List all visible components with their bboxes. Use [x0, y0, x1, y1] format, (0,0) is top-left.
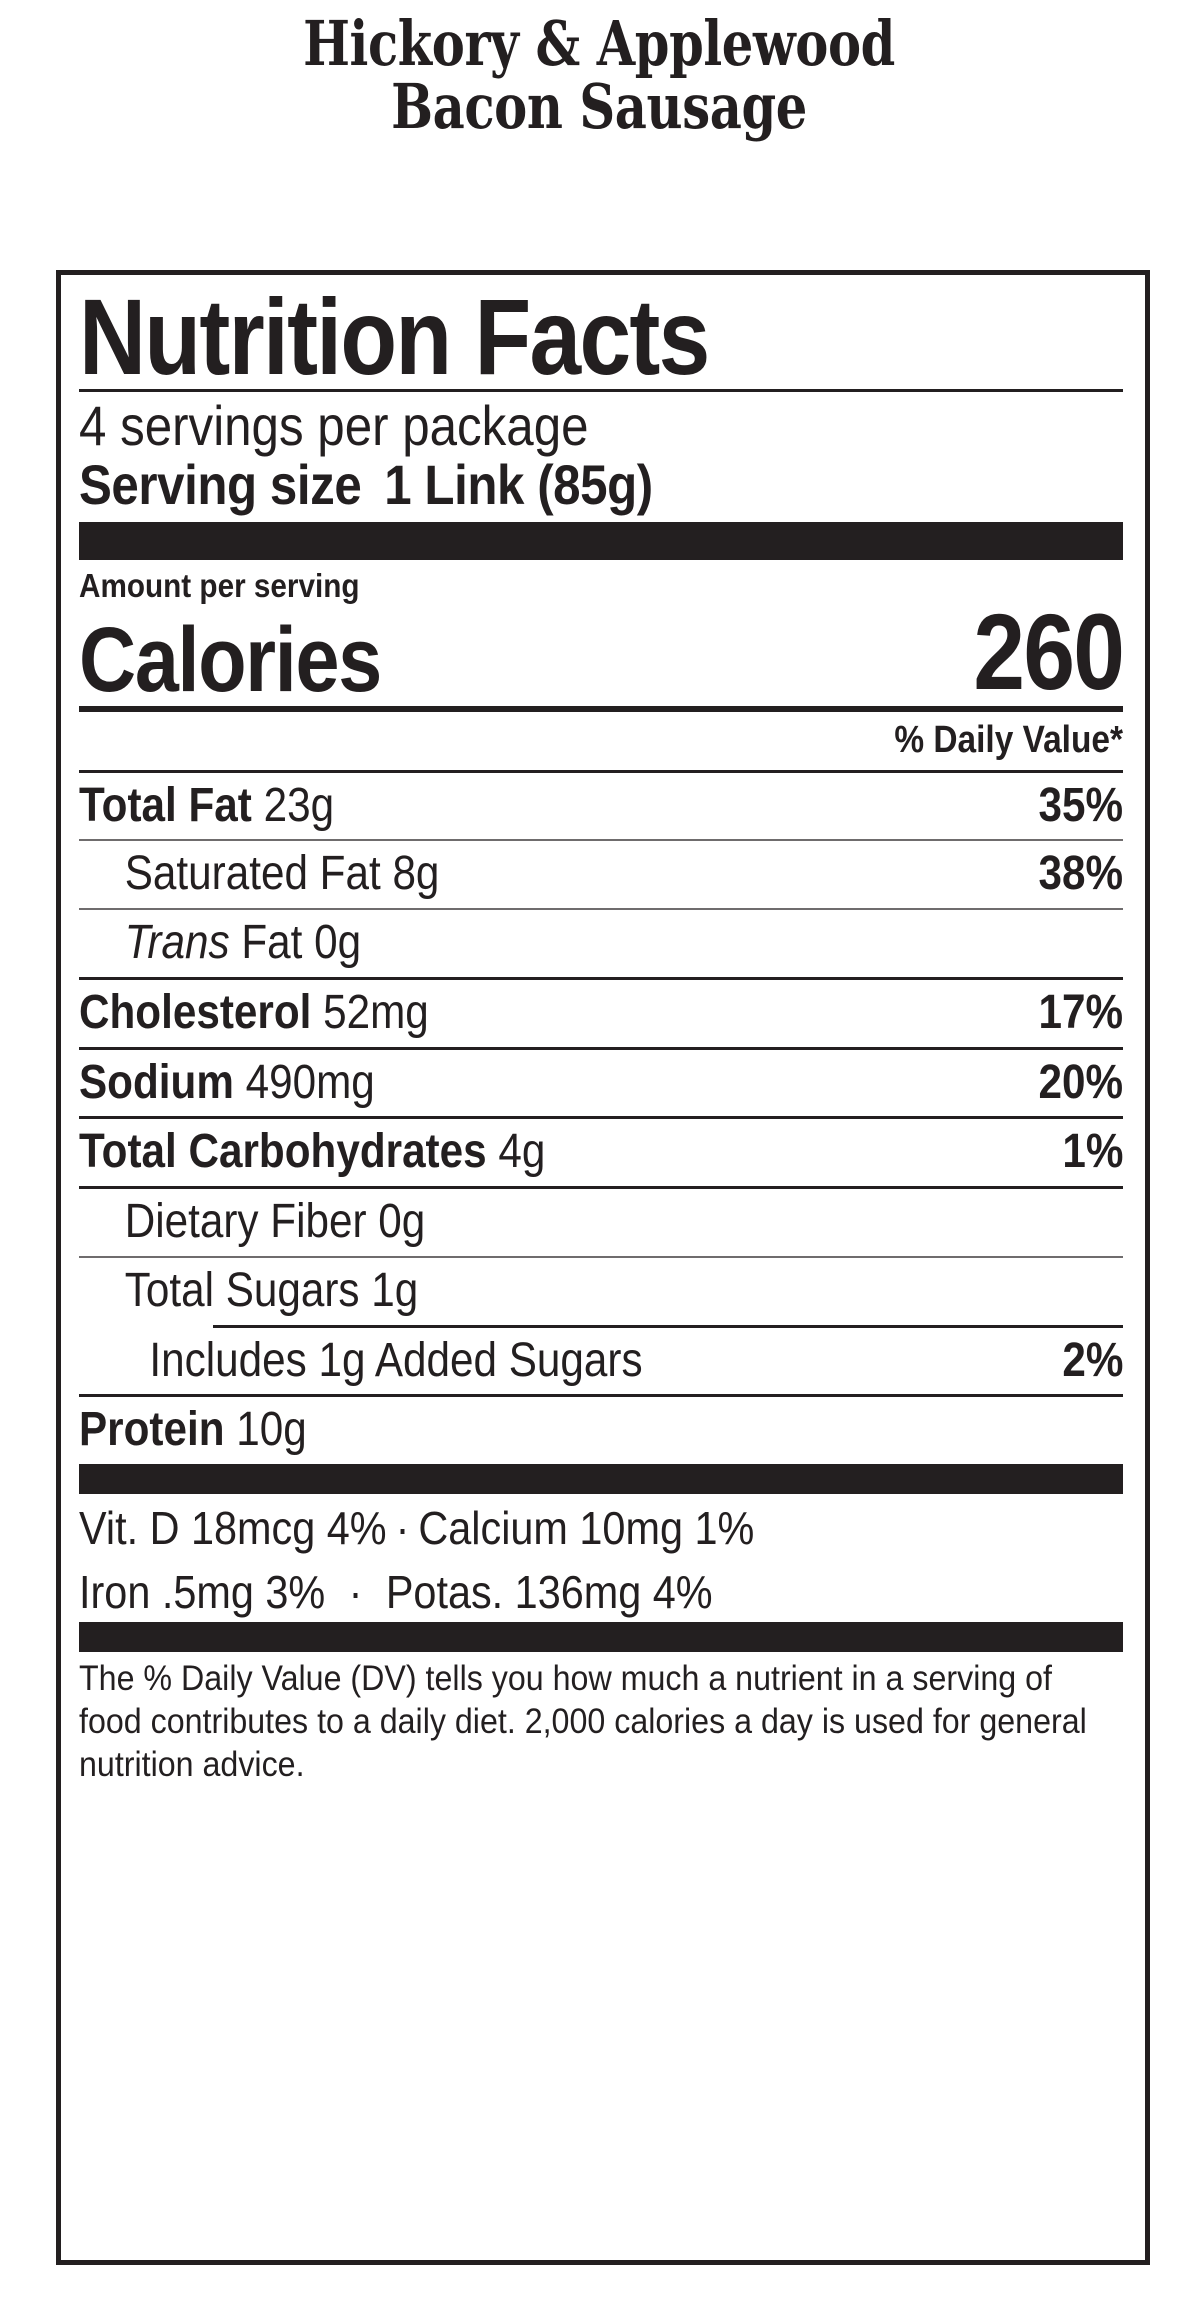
- servings-per-container: 4 servings per package: [79, 393, 589, 457]
- divider-above-total-sugars: [79, 1255, 1123, 1258]
- micronutrient-separator-1: ·: [395, 1502, 410, 1555]
- nutrient-row-added-sugars: Includes 1g Added Sugars 2%: [79, 1328, 1123, 1395]
- divider-under-calories: [79, 705, 1123, 712]
- divider-thick-top: [79, 521, 1123, 560]
- divider-above-added-sugars: [213, 1324, 1123, 1328]
- micronutrient-separator-2: ·: [348, 1566, 363, 1619]
- divider-above-saturated-fat: [79, 839, 1123, 842]
- nutrient-label-sodium: Sodium 490mg: [79, 1055, 375, 1109]
- divider-above-dietary-fiber: [79, 1186, 1123, 1190]
- nutrient-label-saturated-fat: Saturated Fat 8g: [124, 847, 440, 901]
- serving-size-label: Serving size: [79, 453, 362, 517]
- divider-thick-micronutrients: [79, 1464, 1123, 1495]
- divider-above-sodium: [79, 1046, 1123, 1050]
- nutrition-facts-heading: Nutrition Facts: [79, 276, 710, 397]
- nutrient-dv-sodium: 20%: [1038, 1055, 1123, 1109]
- calories-row: Calories 260: [79, 590, 1125, 712]
- divider-above-trans-fat: [79, 908, 1123, 911]
- daily-value-footnote: The % Daily Value (DV) tells you how muc…: [79, 1659, 1087, 1784]
- nutrient-label-dietary-fiber: Dietary Fiber 0g: [124, 1195, 426, 1249]
- nutrient-label-total-carbohydrates: Total Carbohydrates 4g: [79, 1125, 546, 1179]
- nutrient-label-protein: Protein 10g: [79, 1403, 307, 1457]
- nutrient-row-cholesterol: Cholesterol 52mg 17%: [79, 980, 1123, 1047]
- nutrient-label-cholesterol: Cholesterol 52mg: [79, 985, 429, 1039]
- nutrient-dv-added-sugars: 2%: [1061, 1333, 1123, 1387]
- nutrient-row-dietary-fiber: Dietary Fiber 0g: [79, 1189, 1123, 1256]
- calories-label: Calories: [79, 608, 382, 711]
- nutrient-dv-total-fat: 35%: [1038, 778, 1123, 832]
- nutrition-facts-panel: Nutrition Facts 4 servings per package S…: [56, 270, 1150, 2265]
- product-title-line-2: Bacon Sausage: [391, 70, 807, 144]
- divider-thick-footnote: [79, 1622, 1123, 1653]
- divider-under-heading: [79, 388, 1123, 392]
- serving-size-value: 1 Link (85g): [384, 453, 653, 517]
- nutrient-label-trans-fat: Trans Fat 0g: [124, 916, 362, 970]
- nutrient-row-protein: Protein 10g: [79, 1397, 1123, 1464]
- calories-value: 260: [973, 590, 1125, 712]
- divider-above-total-fat: [79, 769, 1123, 773]
- product-title-line-1: Hickory & Applewood: [303, 7, 895, 80]
- nutrient-row-sodium: Sodium 490mg 20%: [79, 1050, 1123, 1117]
- nutrient-row-saturated-fat: Saturated Fat 8g 38%: [79, 841, 1123, 908]
- nutrient-row-trans-fat: Trans Fat 0g: [79, 910, 1123, 977]
- micronutrient-calcium: Calcium 10mg 1%: [418, 1502, 755, 1555]
- nutrient-row-total-sugars: Total Sugars 1g: [79, 1258, 1123, 1325]
- divider-above-cholesterol: [79, 976, 1123, 980]
- nutrient-label-added-sugars: Includes 1g Added Sugars: [149, 1333, 643, 1387]
- divider-above-protein: [79, 1394, 1123, 1398]
- divider-above-total-carbohydrates: [79, 1116, 1123, 1120]
- micronutrient-vitamin-d: Vit. D 18mcg 4%: [79, 1502, 387, 1555]
- product-title: Hickory & Applewood Bacon Sausage: [120, 12, 1078, 144]
- micronutrient-row-1: Vit. D 18mcg 4% · Calcium 10mg 1%: [79, 1494, 1019, 1558]
- nutrient-dv-saturated-fat: 38%: [1038, 847, 1123, 901]
- nutrient-row-total-fat: Total Fat 23g 35%: [79, 773, 1123, 840]
- amount-per-serving-label: Amount per serving: [79, 566, 360, 604]
- serving-size-row: Serving size 1 Link (85g): [79, 453, 998, 517]
- nutrient-row-total-carbohydrates: Total Carbohydrates 4g 1%: [79, 1119, 1123, 1186]
- micronutrient-potassium: Potas. 136mg 4%: [385, 1566, 713, 1619]
- nutrient-label-total-sugars: Total Sugars 1g: [124, 1263, 419, 1317]
- micronutrient-iron: Iron .5mg 3%: [79, 1566, 326, 1619]
- nutrient-label-total-fat: Total Fat 23g: [79, 778, 335, 832]
- micronutrient-row-2: Iron .5mg 3% · Potas. 136mg 4%: [79, 1558, 1019, 1622]
- nutrient-dv-total-carbohydrates: 1%: [1061, 1125, 1123, 1179]
- nutrient-dv-cholesterol: 17%: [1038, 985, 1123, 1039]
- daily-value-header: % Daily Value*: [894, 718, 1123, 761]
